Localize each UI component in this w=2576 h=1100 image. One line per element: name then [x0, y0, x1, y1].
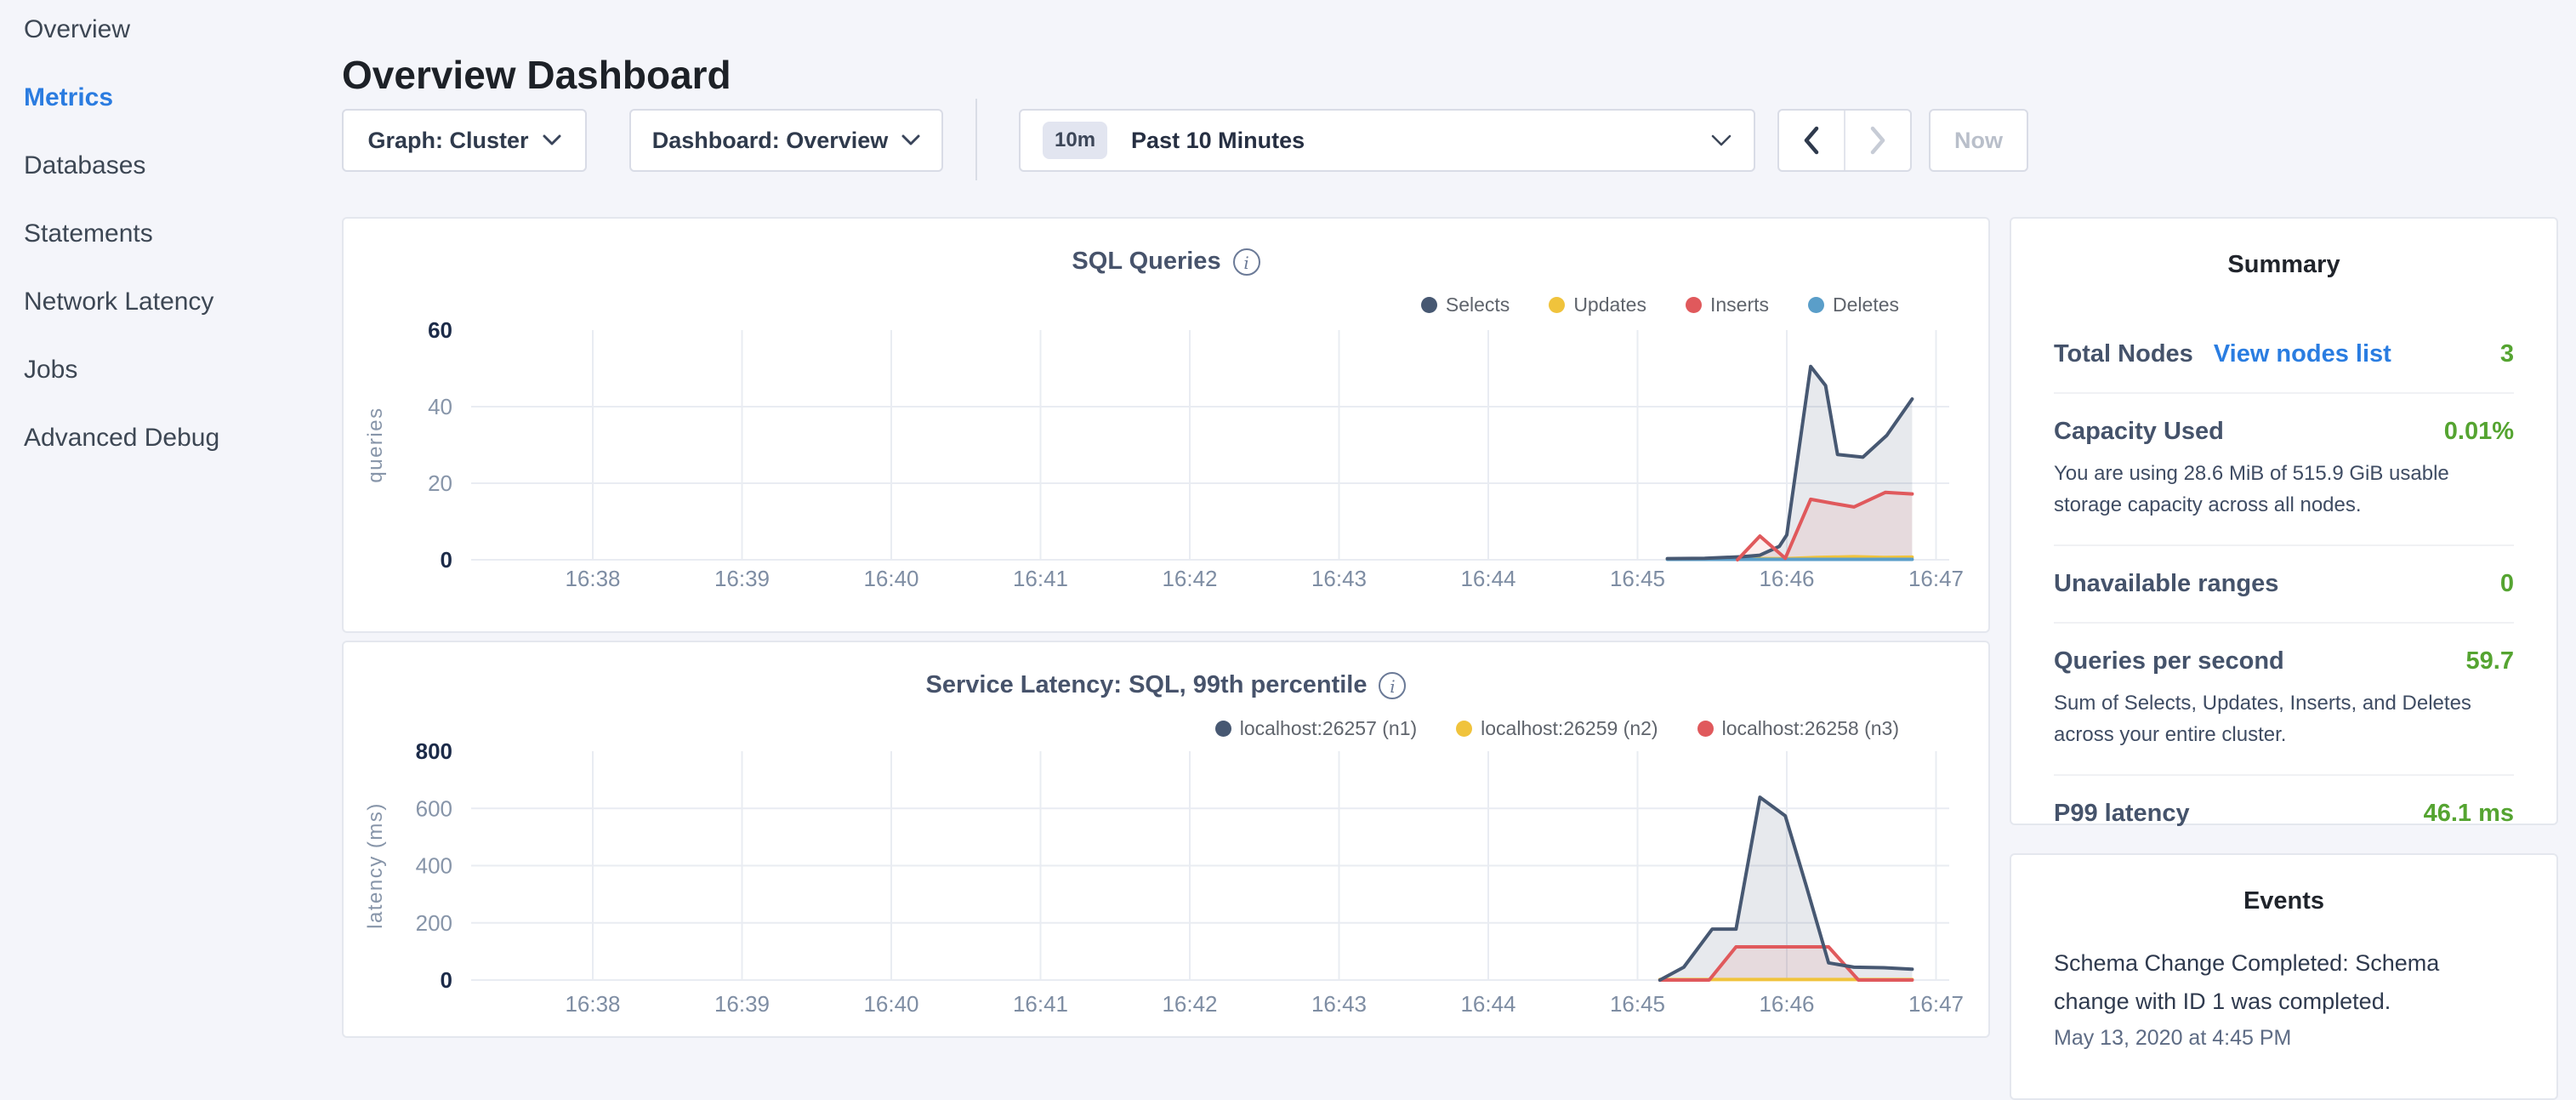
- chevron-down-icon: [1711, 134, 1732, 147]
- sidebar-item-jobs[interactable]: Jobs: [24, 356, 342, 424]
- y-tick-label: 40: [428, 394, 452, 419]
- summary-panel: Summary Total Nodes View nodes list 3 Ca…: [2010, 217, 2558, 825]
- summary-title: Summary: [2054, 219, 2514, 279]
- x-tick-label: 16:46: [1759, 566, 1814, 591]
- x-tick-label: 16:47: [1908, 566, 1964, 591]
- x-tick-label: 16:46: [1759, 991, 1814, 1017]
- view-nodes-list-link[interactable]: View nodes list: [2214, 340, 2391, 368]
- summary-label: P99 latency: [2054, 800, 2190, 828]
- y-tick-label: 800: [416, 738, 452, 764]
- summary-row-p99-latency: P99 latency 46.1 ms: [2054, 774, 2514, 852]
- y-tick-label: 60: [428, 317, 452, 343]
- y-tick-label: 400: [416, 853, 452, 879]
- y-tick-label: 200: [416, 910, 452, 936]
- time-step-back-button[interactable]: [1779, 111, 1845, 170]
- x-tick-label: 16:38: [565, 991, 620, 1017]
- chevron-down-icon: [901, 134, 920, 146]
- service-latency-plot[interactable]: 16:38 16:39 16:40 16:41 16:42 16:43 16:44 16:45…: [344, 642, 1988, 1036]
- summary-value: 59.7: [2466, 647, 2514, 675]
- sidebar-item-overview[interactable]: Overview: [24, 15, 342, 83]
- sidebar-nav: Overview Metrics Databases Statements Ne…: [0, 0, 342, 492]
- sidebar-item-databases[interactable]: Databases: [24, 151, 342, 219]
- y-axis-label: latency (ms): [364, 802, 387, 929]
- summary-description: You are using 28.6 MiB of 515.9 GiB usab…: [2054, 458, 2514, 521]
- x-tick-label: 16:44: [1460, 566, 1515, 591]
- event-text: Schema Change Completed: Schema change w…: [2054, 944, 2462, 1021]
- x-tick-label: 16:45: [1610, 991, 1665, 1017]
- summary-rows: Total Nodes View nodes list 3 Capacity U…: [2054, 316, 2514, 852]
- chevron-left-icon: [1803, 126, 1820, 155]
- summary-label: Capacity Used: [2054, 418, 2224, 446]
- x-tick-label: 16:39: [714, 991, 770, 1017]
- time-step-forward-button[interactable]: [1845, 111, 1910, 170]
- overview-dashboard-page: Overview Metrics Databases Statements Ne…: [0, 0, 2576, 1052]
- sidebar-item-network-latency[interactable]: Network Latency: [24, 288, 342, 356]
- sidebar-item-metrics[interactable]: Metrics: [24, 83, 342, 151]
- graph-dropdown-label: Graph: Cluster: [367, 128, 528, 154]
- summary-label: Unavailable ranges: [2054, 570, 2278, 598]
- time-range-selector[interactable]: 10m Past 10 Minutes: [1019, 109, 1755, 172]
- y-tick-label: 0: [441, 967, 452, 993]
- time-step-buttons: [1777, 109, 1912, 172]
- x-tick-label: 16:42: [1162, 566, 1217, 591]
- summary-description: Sum of Selects, Updates, Inserts, and De…: [2054, 687, 2514, 750]
- summary-row-queries-per-second: Queries per second 59.7 Sum of Selects, …: [2054, 622, 2514, 774]
- x-tick-label: 16:39: [714, 566, 770, 591]
- summary-value: 3: [2500, 340, 2514, 368]
- y-axis-label: queries: [364, 407, 387, 482]
- summary-value: 0.01%: [2444, 418, 2514, 446]
- x-tick-label: 16:40: [863, 566, 918, 591]
- x-tick-label: 16:47: [1908, 991, 1964, 1017]
- events-panel: Events Schema Change Completed: Schema c…: [2010, 853, 2558, 1100]
- summary-value: 0: [2500, 570, 2514, 598]
- controls-divider: [975, 99, 977, 180]
- service-latency-chart-card: Service Latency: SQL, 99th percentilei l…: [342, 641, 1990, 1038]
- summary-value: 46.1 ms: [2424, 800, 2514, 828]
- chevron-right-icon: [1869, 126, 1886, 155]
- y-tick-label: 0: [441, 547, 452, 573]
- summary-label: Total Nodes: [2054, 340, 2193, 368]
- sidebar-item-advanced-debug[interactable]: Advanced Debug: [24, 424, 342, 492]
- summary-row-total-nodes: Total Nodes View nodes list 3: [2054, 316, 2514, 392]
- summary-row-unavailable-ranges: Unavailable ranges 0: [2054, 544, 2514, 622]
- x-tick-label: 16:40: [863, 991, 918, 1017]
- y-tick-label: 20: [428, 470, 452, 496]
- sidebar-item-statements[interactable]: Statements: [24, 219, 342, 288]
- x-tick-label: 16:41: [1013, 566, 1068, 591]
- time-range-badge: 10m: [1043, 122, 1107, 159]
- x-tick-label: 16:43: [1311, 991, 1367, 1017]
- page-title: Overview Dashboard: [342, 52, 731, 98]
- time-range-label: Past 10 Minutes: [1131, 128, 1305, 154]
- chevron-down-icon: [543, 134, 561, 146]
- graph-dropdown[interactable]: Graph: Cluster: [342, 109, 587, 172]
- now-button[interactable]: Now: [1929, 109, 2028, 172]
- dashboard-dropdown-label: Dashboard: Overview: [652, 128, 889, 154]
- summary-label: Queries per second: [2054, 647, 2284, 675]
- event-list-item: Schema Change Completed: Schema change w…: [2054, 944, 2514, 1051]
- x-tick-label: 16:45: [1610, 566, 1665, 591]
- sql-queries-plot[interactable]: 16:38 16:39 16:40 16:41 16:42 16:43 16:44 16:45…: [344, 219, 1988, 631]
- dashboard-dropdown[interactable]: Dashboard: Overview: [629, 109, 943, 172]
- y-tick-label: 600: [416, 795, 452, 821]
- x-tick-label: 16:38: [565, 566, 620, 591]
- sql-queries-chart-card: SQL Queriesi Selects Updates Inserts Del…: [342, 217, 1990, 633]
- events-title: Events: [2054, 855, 2514, 915]
- event-timestamp: May 13, 2020 at 4:45 PM: [2054, 1026, 2514, 1051]
- summary-row-capacity-used: Capacity Used 0.01% You are using 28.6 M…: [2054, 392, 2514, 544]
- x-tick-label: 16:43: [1311, 566, 1367, 591]
- x-tick-label: 16:41: [1013, 991, 1068, 1017]
- sidebar: Overview Metrics Databases Statements Ne…: [0, 0, 342, 1052]
- x-tick-label: 16:44: [1460, 991, 1515, 1017]
- x-tick-label: 16:42: [1162, 991, 1217, 1017]
